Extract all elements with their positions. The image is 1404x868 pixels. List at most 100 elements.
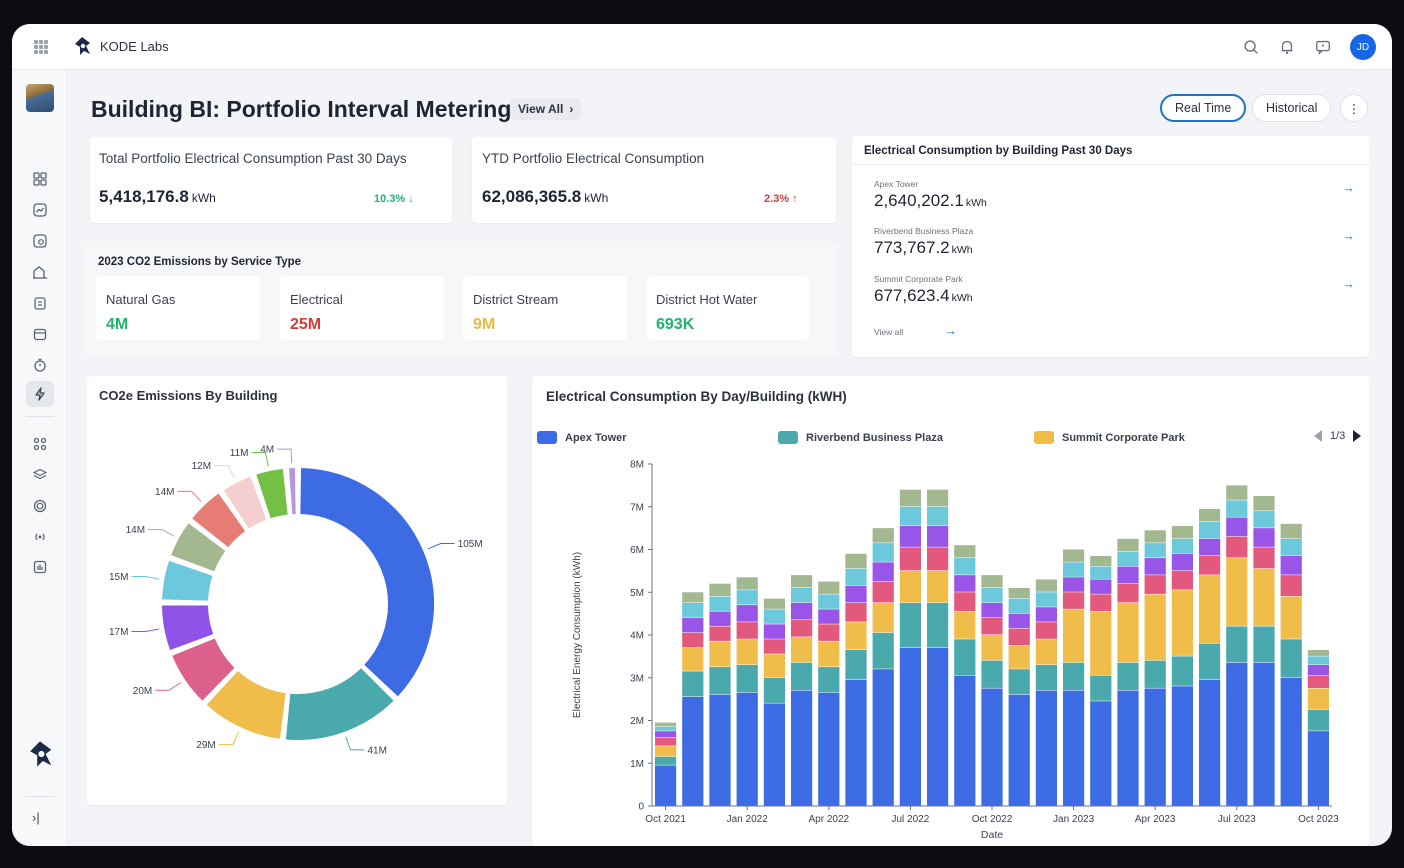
bar-segment[interactable] <box>1062 609 1085 663</box>
bar-segment[interactable] <box>981 587 1003 603</box>
bar-segment[interactable] <box>1035 607 1058 622</box>
sidebar-item-clipboard[interactable] <box>12 290 68 316</box>
bar-segment[interactable] <box>1008 669 1030 695</box>
bar-segment[interactable] <box>1008 613 1030 629</box>
search-icon[interactable] <box>1242 38 1260 56</box>
legend-item-riverbend[interactable]: Riverbend Business Plaza <box>778 431 943 444</box>
bar-segment[interactable] <box>1144 688 1166 806</box>
sidebar-item-charts[interactable] <box>12 554 68 580</box>
bar-segment[interactable] <box>1307 688 1330 710</box>
bar-segment[interactable] <box>682 632 704 648</box>
bar-segment[interactable] <box>1171 590 1194 656</box>
bar-segment[interactable] <box>981 602 1003 618</box>
bar-segment[interactable] <box>1117 551 1139 567</box>
view-all-button[interactable]: View All › <box>510 98 582 120</box>
bar-segment[interactable] <box>682 696 704 806</box>
bar-segment[interactable] <box>654 722 677 727</box>
bar-segment[interactable] <box>872 581 894 603</box>
bar-segment[interactable] <box>654 765 677 806</box>
sidebar-item-reports[interactable] <box>12 228 68 254</box>
bar-segment[interactable] <box>1253 496 1275 511</box>
bar-segment[interactable] <box>1035 664 1058 691</box>
bar-segment[interactable] <box>899 489 922 507</box>
bar-segment[interactable] <box>790 602 813 620</box>
bar-segment[interactable] <box>899 602 922 648</box>
building-row-riverbend[interactable]: Riverbend Business Plaza 773,767.2 kWh <box>874 226 973 258</box>
bar-segment[interactable] <box>1117 662 1139 691</box>
arrow-right-icon[interactable]: → <box>1342 228 1355 243</box>
bar-segment[interactable] <box>872 528 894 543</box>
bar-segment[interactable] <box>1008 598 1030 614</box>
donut-slice[interactable] <box>298 466 436 699</box>
bar-segment[interactable] <box>790 575 813 588</box>
bar-segment[interactable] <box>790 662 813 691</box>
bar-segment[interactable] <box>1198 521 1221 539</box>
bar-segment[interactable] <box>872 632 894 669</box>
bar-segment[interactable] <box>899 570 922 603</box>
building-thumbnail[interactable] <box>26 84 54 112</box>
bar-segment[interactable] <box>899 547 922 571</box>
legend-item-summit[interactable]: Summit Corporate Park <box>1034 431 1185 444</box>
sidebar-item-dashboard[interactable] <box>12 166 68 192</box>
bar-segment[interactable] <box>1198 538 1221 556</box>
bar-segment[interactable] <box>1226 558 1248 626</box>
donut-slice[interactable] <box>286 466 298 517</box>
bar-segment[interactable] <box>1253 568 1275 626</box>
bar-segment[interactable] <box>1090 611 1112 676</box>
bar-segment[interactable] <box>709 626 731 641</box>
bar-segment[interactable] <box>818 641 840 667</box>
bar-segment[interactable] <box>926 506 949 526</box>
bar-segment[interactable] <box>981 575 1003 588</box>
bar-segment[interactable] <box>763 639 786 654</box>
bar-segment[interactable] <box>926 547 949 571</box>
bar-segment[interactable] <box>654 731 677 738</box>
bar-segment[interactable] <box>654 726 677 731</box>
arrow-right-icon[interactable]: → <box>1342 276 1355 291</box>
bar-segment[interactable] <box>1307 656 1330 665</box>
bar-segment[interactable] <box>654 746 677 757</box>
bar-segment[interactable] <box>1198 643 1221 680</box>
bar-segment[interactable] <box>845 553 867 569</box>
bar-segment[interactable] <box>1198 508 1221 522</box>
arrow-right-icon[interactable]: → <box>944 323 957 338</box>
bar-segment[interactable] <box>1117 538 1139 552</box>
bar-segment[interactable] <box>954 575 976 592</box>
donut-slice[interactable] <box>283 665 397 742</box>
bar-segment[interactable] <box>654 756 677 765</box>
bar-segment[interactable] <box>1062 662 1085 691</box>
bar-segment[interactable] <box>709 596 731 611</box>
bar-segment[interactable] <box>1253 511 1275 528</box>
bar-segment[interactable] <box>1035 690 1058 806</box>
bar-segment[interactable] <box>1035 639 1058 665</box>
sidebar-item-integrations[interactable] <box>12 431 68 457</box>
bar-segment[interactable] <box>1198 679 1221 806</box>
donut-slice[interactable] <box>204 668 288 741</box>
arrow-right-icon[interactable]: → <box>1342 180 1355 195</box>
bar-segment[interactable] <box>872 669 894 806</box>
avatar[interactable]: JD <box>1350 34 1376 60</box>
bar-segment[interactable] <box>1226 536 1248 558</box>
bar-segment[interactable] <box>872 562 894 582</box>
bar-segment[interactable] <box>709 583 731 597</box>
bar-segment[interactable] <box>1035 592 1058 607</box>
bar-segment[interactable] <box>1062 562 1085 577</box>
bar-segment[interactable] <box>1117 583 1139 603</box>
bar-segment[interactable] <box>763 654 786 678</box>
bar-segment[interactable] <box>1280 523 1302 539</box>
bar-segment[interactable] <box>1171 656 1194 686</box>
building-row-summit[interactable]: Summit Corporate Park 677,623.4 kWh <box>874 274 973 306</box>
bar-segment[interactable] <box>981 617 1003 635</box>
sidebar-item-layers[interactable] <box>12 462 68 488</box>
bar-segment[interactable] <box>709 641 731 667</box>
donut-slice[interactable] <box>169 636 237 704</box>
bar-segment[interactable] <box>954 545 976 558</box>
bar-segment[interactable] <box>682 602 704 618</box>
sidebar-item-calendar[interactable] <box>12 321 68 347</box>
bar-segment[interactable] <box>1117 690 1139 806</box>
bar-segment[interactable] <box>1226 626 1248 663</box>
bar-segment[interactable] <box>1062 690 1085 806</box>
bar-segment[interactable] <box>709 667 731 695</box>
donut-slice[interactable] <box>189 491 248 550</box>
bar-segment[interactable] <box>790 637 813 663</box>
sidebar-item-devices[interactable] <box>12 493 68 519</box>
